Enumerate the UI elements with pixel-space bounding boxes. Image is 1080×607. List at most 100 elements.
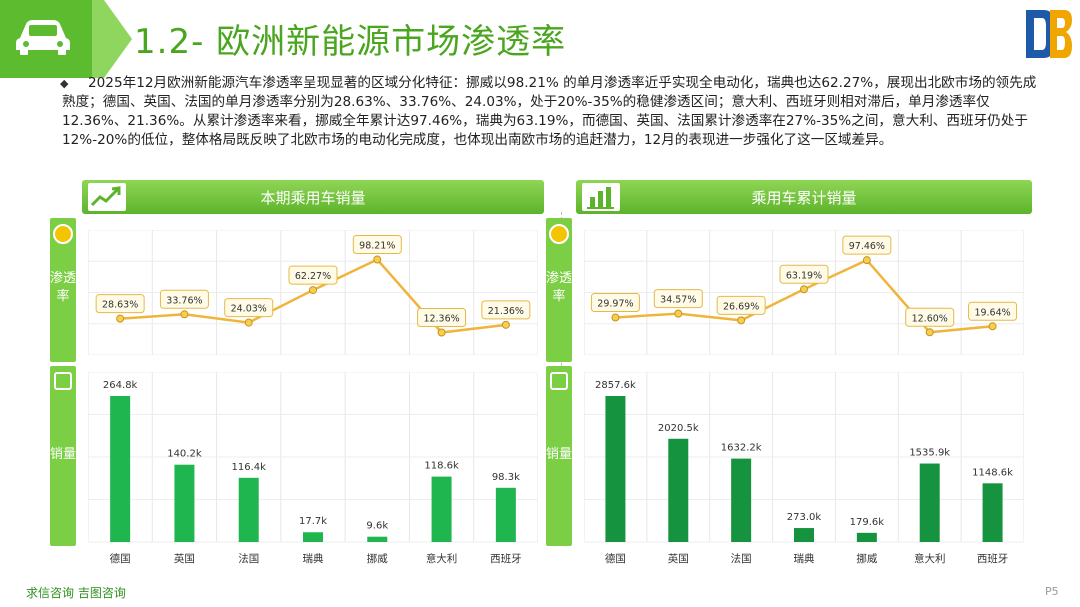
rate-label-box bbox=[968, 301, 1018, 321]
category-tick-label: 瑞典 bbox=[794, 552, 815, 565]
category-tick-label: 英国 bbox=[174, 552, 195, 565]
side-label-rate-right: 渗透率 bbox=[546, 218, 572, 362]
rate-point bbox=[437, 328, 446, 337]
rate-data-label: 28.63% bbox=[102, 300, 138, 311]
sales-bar bbox=[431, 476, 452, 542]
side-label-sales-text: 销量 bbox=[50, 447, 77, 462]
sales-bar bbox=[982, 483, 1003, 542]
rate-label-box bbox=[842, 235, 892, 255]
category-tick-label: 法国 bbox=[731, 552, 752, 565]
bar-chart-monthly-sales: 264.8k 德国 140.2k 英国 116.4k 法国 17.7k 瑞典 9.6k 挪威 118… bbox=[88, 372, 538, 565]
side-label-sales-right: 销量 bbox=[546, 366, 572, 546]
category-tick-label: 德国 bbox=[605, 552, 626, 565]
side-label-sales-text: 销量 bbox=[546, 447, 573, 462]
bar-chart-icon bbox=[550, 372, 568, 390]
category-tick-label: 西班牙 bbox=[490, 553, 522, 565]
rate-data-label: 34.57% bbox=[660, 295, 696, 306]
rate-data-label: 12.36% bbox=[423, 313, 459, 324]
rate-point bbox=[674, 309, 683, 318]
sales-data-label: 264.8k bbox=[103, 380, 138, 391]
rate-point bbox=[309, 286, 317, 295]
bar-chart-icon bbox=[582, 183, 620, 211]
coin-icon bbox=[549, 224, 569, 244]
sales-data-label: 2857.6k bbox=[595, 380, 636, 391]
panel-header-right: 乘用车累计销量 bbox=[576, 180, 1032, 214]
rate-data-label: 98.21% bbox=[359, 241, 395, 252]
rate-data-label: 97.46% bbox=[849, 241, 885, 252]
sales-data-label: 118.6k bbox=[424, 461, 459, 472]
rate-data-label: 63.19% bbox=[786, 270, 822, 281]
sales-data-label: 9.6k bbox=[366, 521, 388, 532]
sales-data-label: 179.6k bbox=[850, 517, 885, 528]
sales-data-label: 116.4k bbox=[232, 462, 267, 473]
sales-data-label: 17.7k bbox=[299, 516, 327, 527]
rate-point bbox=[611, 313, 620, 322]
side-label-sales-left: 销量 bbox=[50, 366, 76, 546]
rate-point bbox=[800, 285, 808, 294]
line-chart-monthly-rate: 28.63% 33.76% 24.03% 62.27% 98.21% 12.36% 21.3… bbox=[88, 230, 538, 355]
sales-data-label: 1632.2k bbox=[721, 443, 762, 454]
sales-bar bbox=[495, 487, 516, 542]
sales-bar bbox=[856, 532, 877, 542]
rate-label-box bbox=[590, 293, 640, 313]
rate-data-label: 24.03% bbox=[231, 304, 267, 315]
sales-bar bbox=[731, 458, 752, 542]
footer-brand: 求信咨询 吉图咨询 bbox=[26, 586, 126, 600]
rate-data-label: 26.69% bbox=[723, 301, 759, 312]
rate-label-box bbox=[905, 307, 955, 327]
category-tick-label: 西班牙 bbox=[977, 553, 1009, 565]
sales-data-label: 98.3k bbox=[492, 472, 520, 483]
rate-data-label: 33.76% bbox=[166, 295, 202, 306]
category-tick-label: 英国 bbox=[668, 552, 689, 565]
rate-data-label: 21.36% bbox=[488, 306, 524, 317]
sales-bar bbox=[174, 464, 195, 542]
header-banner-accent bbox=[92, 0, 132, 78]
sales-data-label: 1535.9k bbox=[909, 448, 950, 459]
rate-point bbox=[116, 314, 125, 323]
sales-data-label: 2020.5k bbox=[658, 423, 699, 434]
rate-label-box bbox=[779, 264, 829, 284]
sales-data-label: 140.2k bbox=[167, 449, 202, 460]
rate-label-box bbox=[95, 294, 145, 314]
bar-chart-cumulative-sales: 2857.6k 德国 2020.5k 英国 1632.2k 法国 273.0k 瑞典 179.6… bbox=[584, 372, 1024, 565]
category-tick-label: 法国 bbox=[238, 552, 259, 565]
brand-logo bbox=[1026, 10, 1072, 58]
side-label-rate-left: 渗透率 bbox=[50, 218, 76, 362]
rate-point bbox=[988, 322, 997, 331]
rate-label-box bbox=[159, 289, 209, 309]
category-tick-label: 意大利 bbox=[426, 552, 458, 565]
rate-point bbox=[862, 256, 871, 265]
car-icon bbox=[16, 20, 70, 55]
panel-header-right-label: 乘用车累计销量 bbox=[751, 189, 857, 207]
coin-icon bbox=[53, 224, 73, 244]
sales-bar bbox=[794, 528, 814, 542]
bar-chart-icon bbox=[54, 372, 72, 390]
sales-bar bbox=[668, 438, 689, 542]
rate-point bbox=[373, 255, 382, 264]
sales-bar bbox=[110, 396, 131, 542]
sales-bar bbox=[605, 396, 626, 542]
category-tick-label: 挪威 bbox=[367, 552, 388, 565]
rate-data-label: 19.64% bbox=[974, 307, 1010, 318]
category-tick-label: 德国 bbox=[110, 552, 131, 565]
rate-label-box bbox=[653, 289, 703, 309]
sales-bar bbox=[303, 532, 323, 542]
panel-header-left: 本期乘用车销量 bbox=[82, 180, 544, 214]
rate-data-label: 29.97% bbox=[597, 299, 633, 310]
sales-data-label: 273.0k bbox=[787, 512, 822, 523]
category-tick-label: 瑞典 bbox=[303, 552, 324, 565]
rate-data-label: 62.27% bbox=[295, 271, 331, 282]
sales-bar bbox=[367, 536, 388, 542]
sales-bar bbox=[238, 477, 259, 542]
rate-point bbox=[925, 328, 934, 337]
summary-paragraph: 2025年12月欧洲新能源汽车渗透率呈现显著的区域分化特征：挪威以98.21% … bbox=[62, 75, 1037, 148]
trend-line-icon bbox=[88, 183, 126, 211]
rate-label-box bbox=[288, 265, 338, 285]
sales-bar bbox=[919, 463, 940, 542]
bullet-icon: ◆ bbox=[60, 77, 69, 90]
rate-data-label: 12.60% bbox=[912, 313, 948, 324]
rate-point bbox=[737, 316, 746, 325]
rate-point bbox=[501, 320, 510, 329]
category-tick-label: 意大利 bbox=[914, 552, 946, 565]
